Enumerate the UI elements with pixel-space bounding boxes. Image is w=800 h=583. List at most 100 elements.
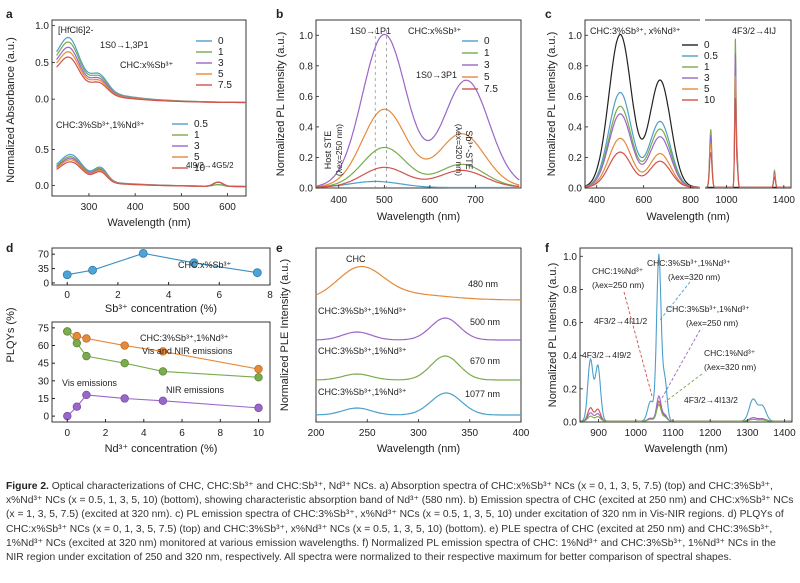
y-axis-label: Normalized PLE Intensity (a.u.) [279,259,291,411]
series-label: CHC:3%Sb³⁺,1%Nd³⁺ [318,306,407,316]
annotation: CHC:x%Sb³⁺ [178,260,232,270]
annotation: CHC:1%Nd³⁺ [592,266,644,276]
y-tick-label: 15 [38,394,50,405]
legend-label: 3 [484,60,490,71]
series-a-top-line [56,56,246,104]
annotation-arrow [661,329,701,399]
y-tick-label: 1.0 [563,252,577,263]
annotation: (λex=320 nm) [668,272,720,282]
series-c-vis-line [585,91,700,188]
series-label: CHC [346,254,366,264]
x-tick-label: 300 [410,428,427,439]
data-point [63,327,72,336]
series-c-nir-line [705,60,791,188]
y-tick-label: 0.0 [35,181,49,192]
annotation: 4F3/2→4I11/2 [594,316,648,326]
series-a-bottom-line [56,161,246,188]
annotation: 4F3/2→4I9/2 [582,350,631,360]
series-c-vis-line [585,105,700,188]
panel-letter-c: c [545,7,552,21]
data-point [158,396,168,406]
series-label: NIR emissions [166,385,225,395]
series-a-top-line [56,41,246,103]
data-point [189,258,199,268]
series-c-vis-line [585,151,700,188]
y-axis-label: Normalized PL Intensity (a.u.) [547,263,559,407]
annotation-arrow [623,291,653,397]
figure-caption: Figure 2. Optical characterizations of C… [6,480,794,565]
annotation-arrow [664,373,703,403]
y-tick-label: 0.4 [568,122,582,133]
annotation: CHC:3%Sb³⁺,1%Nd³⁺ [666,304,750,314]
x-tick-label: 1000 [625,428,648,439]
y-tick-label: 0.6 [563,318,577,329]
x-axis-label: Wavelength (nm) [377,211,460,223]
y-tick-label: 35 [38,264,50,275]
series-e-line [315,355,521,381]
panel-letter-f: f [545,241,550,255]
annotation: (λex=250 nm) [686,318,738,328]
series-c-vis-line [585,113,700,188]
panel-letter-d: d [6,241,13,255]
x-tick-label: 4 [141,428,147,439]
data-point [254,403,263,413]
x-axis-label: Wavelength (nm) [644,443,727,455]
y-tick-label: 0 [43,278,49,289]
y-tick-label: 0.8 [568,61,582,72]
y-tick-label: 0.2 [563,384,577,395]
y-tick-label: 30 [38,376,50,387]
panel-f-frame [579,247,793,423]
x-tick-label: 8 [267,290,273,301]
panel-letter-e: e [276,241,283,255]
x-tick-label: 500 [376,195,393,206]
x-tick-label: 2 [115,290,121,301]
series-c-nir-line [705,53,791,188]
y-tick-label: 0.0 [563,418,577,429]
data-point [82,390,91,400]
series-a-top-line [56,46,246,104]
x-tick-label: 800 [682,195,699,206]
annotation: (λex=320 nm) [704,362,756,372]
data-point [82,351,91,361]
annotation: (λex=250 nm) [334,124,344,176]
data-point [138,248,148,258]
annotation: 4I9/2→4G5/2 [186,161,234,170]
series-f-line [580,403,792,422]
annotation: Sb³⁺-STE [464,130,474,169]
x-tick-label: 6 [179,428,185,439]
legend-label: 1 [218,47,224,58]
series-label: CHC:3%Sb³⁺,1%Nd³⁺ [318,346,407,356]
x-tick-label: 4 [166,290,172,301]
y-axis-label: PLQYs (%) [5,307,17,362]
y-axis-label: Normalized PL Intensity (a.u.) [546,32,558,176]
y-tick-label: 0 [43,412,49,423]
x-tick-label: 300 [81,202,98,213]
y-tick-label: 1.0 [568,31,582,42]
x-tick-label: 500 [173,202,190,213]
legend-label: 0 [704,40,710,51]
legend-label: 7.5 [218,80,232,91]
x-tick-label: 1200 [699,428,722,439]
legend-title: CHC:x%Sb³⁺ [408,26,462,36]
legend-label: 0 [218,36,224,47]
series-label: CHC:3%Sb³⁺,1%Nd³⁺ [318,387,407,397]
annotation: CHC:3%Sb³⁺,1%Nd³⁺ [140,333,229,343]
legend-label: 3 [194,141,200,152]
x-axis-label: Sb³⁺ concentration (%) [105,303,217,315]
legend-label: 10 [704,95,716,106]
data-point [88,265,97,275]
annotation: CHC:1%Nd³⁺ [704,348,756,358]
legend-title: CHC:x%Sb³⁺ [120,60,174,70]
panel-d-top-frame [51,247,271,286]
legend-label: 5 [218,69,224,80]
x-tick-label: 700 [467,195,484,206]
series-e-line [315,317,521,341]
series-b-line [316,108,520,188]
y-tick-label: 0.8 [563,285,577,296]
x-tick-label: 200 [308,428,325,439]
y-tick-label: 0.0 [35,95,49,106]
x-axis-label: Wavelength (nm) [377,443,460,455]
x-tick-label: 600 [422,195,439,206]
panel-letter-a: a [6,7,13,21]
data-point [252,268,262,278]
